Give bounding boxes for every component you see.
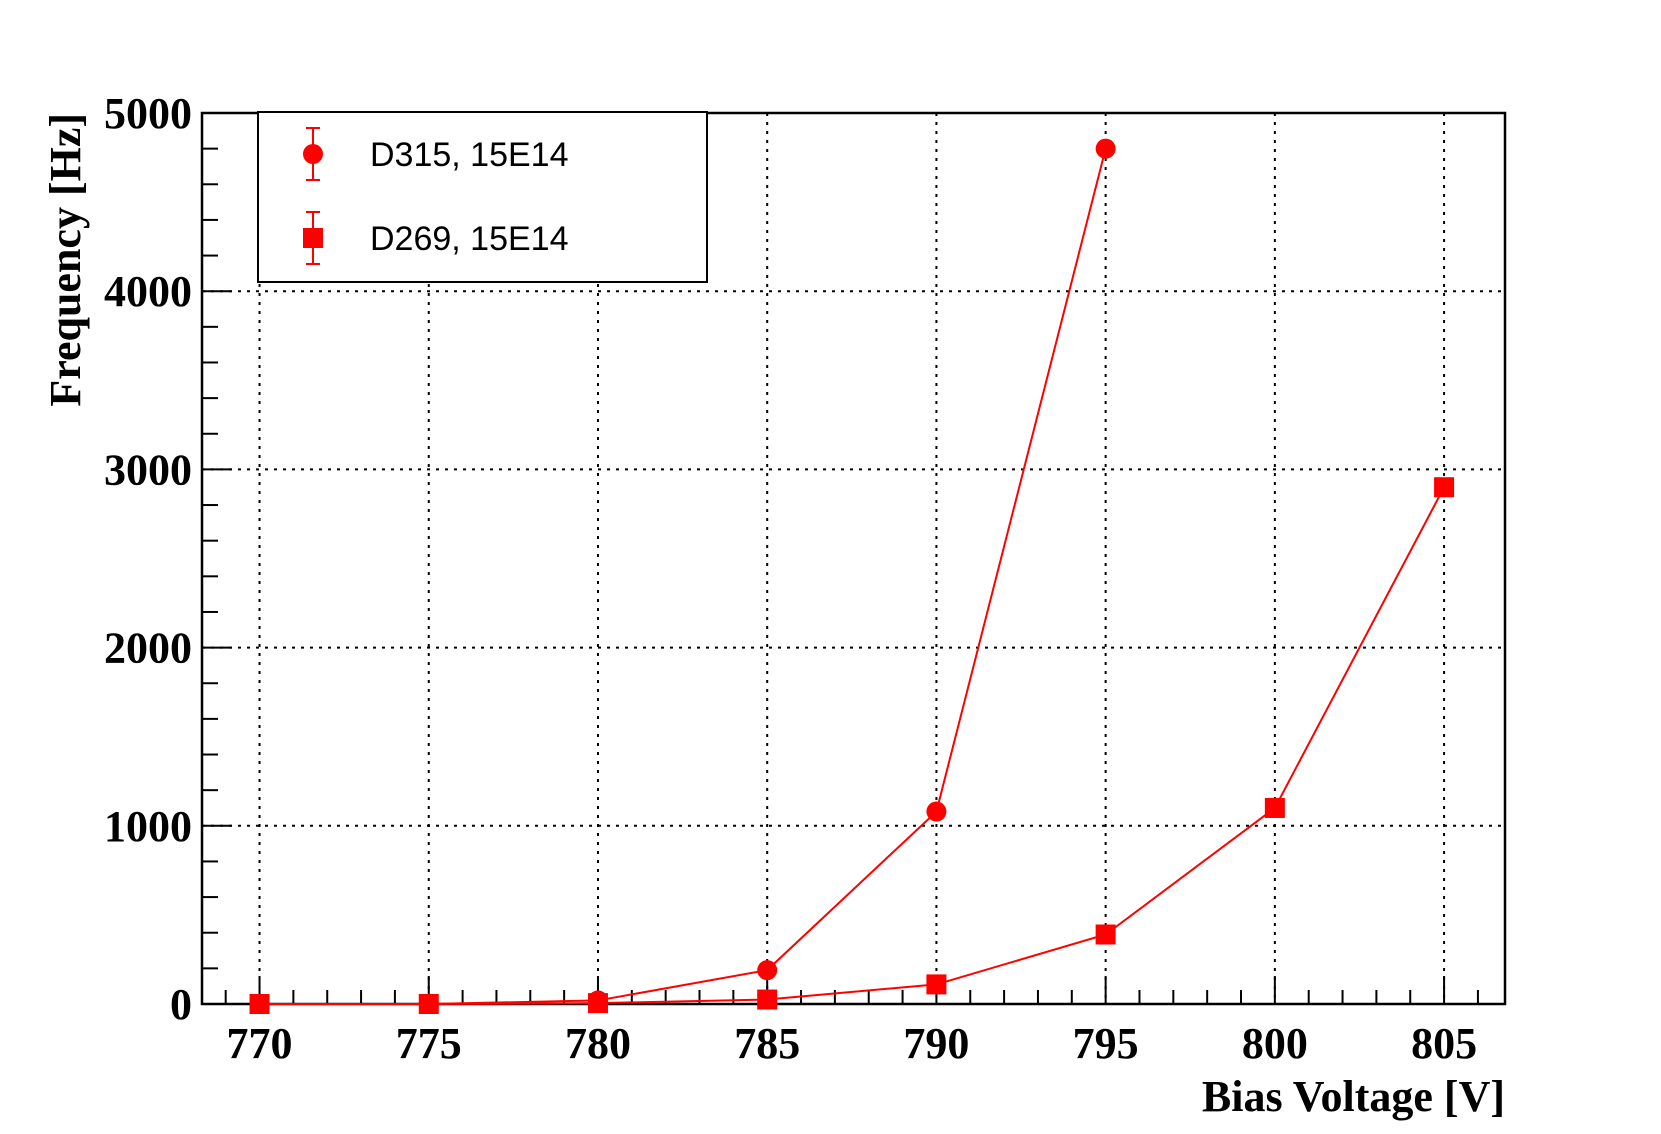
x-tick-label: 775 bbox=[396, 1019, 462, 1068]
y-tick-label: 3000 bbox=[104, 445, 192, 494]
data-point bbox=[1264, 797, 1285, 818]
x-tick-label: 790 bbox=[903, 1019, 969, 1068]
series-line bbox=[259, 486, 1445, 1005]
data-point bbox=[1095, 138, 1116, 159]
series bbox=[249, 138, 1455, 1014]
x-tick-label: 785 bbox=[734, 1019, 800, 1068]
data-point bbox=[249, 994, 270, 1014]
y-tick-label: 0 bbox=[170, 980, 192, 1029]
y-tick-label: 5000 bbox=[104, 89, 192, 138]
legend-label: D315, 15E14 bbox=[370, 136, 569, 174]
x-tick-label: 780 bbox=[565, 1019, 631, 1068]
legend-marker-square bbox=[303, 211, 323, 265]
x-axis-title: Bias Voltage [V] bbox=[1202, 1072, 1505, 1121]
legend-entry-d315: D315, 15E14 bbox=[303, 127, 569, 181]
data-point bbox=[757, 989, 778, 1010]
legend-label: D269, 15E14 bbox=[370, 220, 569, 258]
y-tick-label: 1000 bbox=[104, 802, 192, 851]
legend-entry-d269: D269, 15E14 bbox=[303, 211, 569, 265]
series-square bbox=[249, 477, 1455, 1014]
y-axis-title: Frequency [Hz] bbox=[41, 113, 90, 407]
plot-frame bbox=[200, 111, 1507, 1006]
x-tick-label: 770 bbox=[227, 1019, 293, 1068]
data-point bbox=[587, 993, 608, 1014]
legend-marker-shape bbox=[303, 144, 323, 164]
legend-marker-shape bbox=[303, 228, 323, 248]
x-tick-label: 800 bbox=[1242, 1019, 1308, 1068]
y-tick-label: 4000 bbox=[104, 267, 192, 316]
data-point bbox=[418, 994, 439, 1014]
x-tick-label: 795 bbox=[1073, 1019, 1139, 1068]
legend: D315, 15E14 D269, 15E14 bbox=[257, 111, 708, 283]
data-point bbox=[926, 974, 947, 995]
data-point bbox=[1434, 477, 1455, 498]
data-point bbox=[926, 801, 947, 822]
y-tick-label: 2000 bbox=[104, 624, 192, 673]
data-point bbox=[1095, 924, 1116, 945]
tick-labels: 770 775 780 785 790 795 800 805 0 1000 2000 3000 400… bbox=[104, 89, 1477, 1068]
legend-marker-circle bbox=[303, 127, 323, 181]
x-tick-label: 805 bbox=[1411, 1019, 1477, 1068]
legend-box bbox=[257, 111, 708, 283]
data-point bbox=[757, 960, 778, 981]
